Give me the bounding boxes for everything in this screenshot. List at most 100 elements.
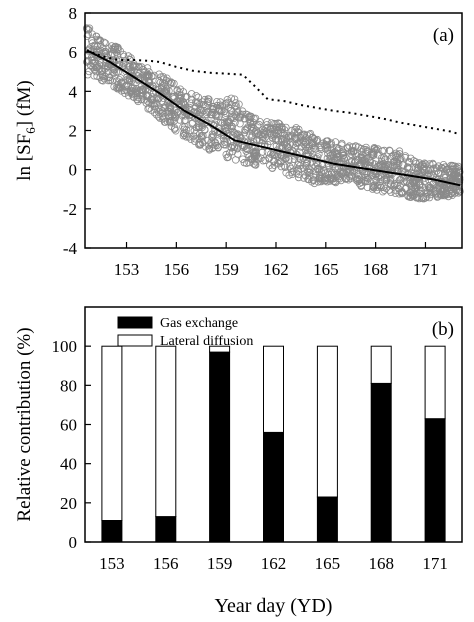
observation-point — [216, 118, 225, 127]
observation-point — [167, 78, 175, 86]
observation-point — [222, 150, 230, 159]
observation-point — [88, 30, 96, 38]
observation-point — [198, 134, 206, 142]
observation-point — [426, 186, 434, 194]
observation-point — [206, 110, 215, 119]
x-tick-label: 165 — [315, 554, 341, 573]
observation-point — [362, 143, 370, 152]
observation-point — [334, 153, 342, 161]
observation-point — [310, 179, 319, 188]
observation-point — [319, 166, 328, 175]
observation-point — [122, 67, 130, 76]
observation-point — [109, 50, 117, 58]
observation-point — [115, 83, 123, 92]
observation-point — [376, 177, 384, 186]
panel-a-label: (a) — [433, 25, 454, 46]
observation-point — [280, 126, 289, 134]
observation-point — [198, 98, 206, 106]
y-tick-label: 6 — [69, 43, 78, 62]
observation-point — [352, 142, 360, 151]
observation-point — [201, 119, 209, 127]
panel-a-y-axis-label: ln [SF6] (fM) — [14, 80, 38, 180]
observation-point — [285, 155, 293, 164]
panel-b-y-ticks: 0 20 40 60 80 100 — [52, 337, 91, 552]
observation-point — [438, 164, 446, 172]
observation-point — [193, 99, 201, 107]
observation-point — [132, 84, 141, 93]
observation-point — [339, 151, 347, 160]
observation-point — [167, 122, 176, 130]
y-tick-label: -4 — [63, 239, 78, 258]
observation-point — [122, 81, 130, 90]
observation-point — [313, 135, 321, 144]
observation-point — [385, 162, 393, 170]
observation-point — [433, 164, 441, 172]
observation-point — [388, 152, 396, 161]
observation-point — [138, 93, 146, 101]
observation-point — [92, 32, 100, 40]
bar-gas-exchange — [263, 431, 284, 543]
bar-lateral-diffusion — [209, 345, 231, 353]
observation-point — [285, 131, 293, 140]
observation-point — [150, 102, 158, 110]
observation-point — [142, 99, 150, 107]
observation-point — [88, 56, 96, 64]
observation-point — [192, 91, 200, 100]
observation-point — [227, 144, 236, 152]
x-tick-label: 168 — [368, 554, 394, 573]
observation-point — [232, 112, 240, 120]
observation-point — [143, 97, 152, 105]
observation-point — [127, 54, 135, 62]
observation-point — [425, 170, 433, 178]
observation-point — [393, 165, 402, 173]
observation-point — [448, 169, 456, 177]
observation-point — [215, 127, 224, 135]
observation-point — [282, 123, 290, 132]
observation-point — [320, 174, 329, 183]
observation-point — [456, 168, 464, 176]
observation-point — [421, 160, 430, 168]
panel-b-contribution-chart: 153 156 159 162 165 168 171 0 20 40 60 80 100 Gas e… — [14, 306, 463, 617]
observation-point — [295, 125, 303, 134]
observation-point — [418, 160, 427, 168]
observation-point — [417, 187, 426, 196]
observation-point — [125, 74, 133, 83]
observation-point — [397, 154, 405, 162]
observation-point — [292, 169, 301, 177]
observation-point — [285, 171, 293, 179]
observation-point — [159, 79, 167, 87]
observation-point — [102, 51, 110, 60]
observation-point — [376, 161, 384, 170]
observation-point — [231, 129, 239, 138]
bar-lateral-diffusion — [101, 345, 123, 522]
panel-a-y-ticks: -4 -2 0 2 4 6 8 — [63, 4, 91, 258]
observation-point — [448, 174, 456, 182]
observation-point — [267, 150, 275, 158]
observation-point — [291, 125, 299, 134]
observation-point — [353, 155, 362, 164]
observation-point — [250, 114, 258, 123]
bar-gas-exchange — [424, 418, 446, 543]
observation-point — [214, 143, 222, 151]
observation-point — [232, 99, 240, 107]
observation-point — [354, 175, 362, 184]
observation-point — [196, 105, 204, 113]
bar-gas-exchange — [370, 382, 392, 543]
observation-point — [387, 179, 395, 188]
observation-point — [302, 161, 310, 170]
observation-point — [235, 100, 243, 108]
observation-point — [364, 175, 373, 183]
observation-point — [154, 108, 163, 116]
observation-point — [110, 66, 118, 74]
observation-point — [208, 133, 216, 141]
observation-point — [418, 183, 426, 192]
observation-point — [437, 169, 445, 177]
observation-point — [209, 143, 218, 151]
observation-point — [231, 143, 239, 151]
observation-point — [186, 126, 194, 134]
observation-point — [170, 110, 178, 118]
observation-point — [358, 147, 366, 156]
observation-point — [133, 89, 141, 97]
observation-point — [331, 164, 339, 173]
observation-point — [111, 42, 120, 51]
